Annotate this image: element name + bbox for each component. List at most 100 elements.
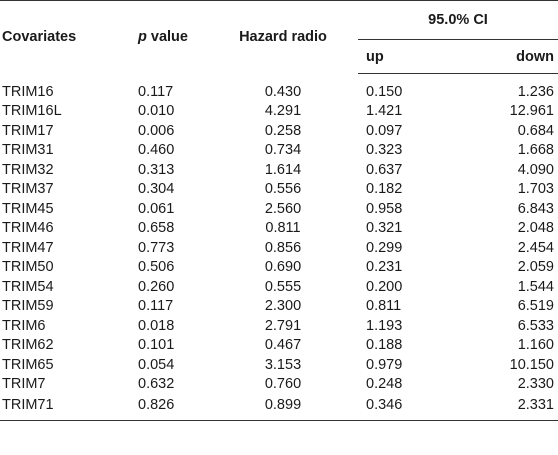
cell-ci-up: 0.231 xyxy=(366,259,403,276)
cell-covariate: TRIM6 xyxy=(2,317,46,334)
cell-ci-up: 1.193 xyxy=(366,317,403,334)
cell-hazard-ratio: 0.555 xyxy=(264,278,302,295)
cell-p-value: 0.304 xyxy=(138,181,175,198)
cell-covariate: TRIM32 xyxy=(2,161,54,178)
cell-ci-down: 4.090 xyxy=(517,161,554,178)
table-row: TRIM62 0.101 0.467 0.188 1.160 xyxy=(0,336,558,356)
table-header: Covariates p value Hazard radio 95.0% CI… xyxy=(0,0,558,74)
table-row: TRIM71 0.826 0.899 0.346 2.331 xyxy=(0,394,558,421)
table-body: TRIM16 0.117 0.430 0.150 1.236 TRIM16L 0.010 4.… xyxy=(0,74,558,421)
cell-hazard-ratio: 2.300 xyxy=(264,298,302,315)
table-row: TRIM16 0.117 0.430 0.150 1.236 xyxy=(0,82,558,102)
cell-ci-down: 1.544 xyxy=(517,278,554,295)
cell-ci-up: 0.097 xyxy=(366,122,403,139)
header-p-italic: p xyxy=(138,29,147,46)
cell-hazard-ratio: 1.614 xyxy=(264,161,302,178)
cell-p-value: 0.117 xyxy=(138,298,174,315)
cell-p-value: 0.101 xyxy=(138,337,175,354)
cell-ci-down: 6.533 xyxy=(517,317,554,334)
cell-covariate: TRIM45 xyxy=(2,200,54,217)
header-ci-down: down xyxy=(458,39,558,74)
cell-ci-down: 1.160 xyxy=(517,337,554,354)
header-row-top: Covariates p value Hazard radio 95.0% CI xyxy=(0,0,558,74)
cell-p-value: 0.010 xyxy=(138,103,175,120)
header-ci-up: up xyxy=(358,39,458,74)
cell-ci-down: 2.059 xyxy=(517,259,554,276)
header-confidence-interval: 95.0% CI xyxy=(358,0,558,40)
cell-covariate: TRIM71 xyxy=(0,394,108,421)
table-row: TRIM45 0.061 2.560 0.958 6.843 xyxy=(0,199,558,219)
cell-p-value: 0.313 xyxy=(138,161,175,178)
cell-covariate: TRIM47 xyxy=(2,239,54,256)
cell-ci-down: 2.454 xyxy=(517,239,554,256)
cell-p-value: 0.006 xyxy=(138,122,175,139)
cell-p-value: 0.061 xyxy=(138,200,175,217)
cell-ci-down: 6.519 xyxy=(517,298,554,315)
spacer-cell xyxy=(0,74,558,83)
cell-ci-down: 2.330 xyxy=(517,376,554,393)
cell-ci-down: 1.668 xyxy=(517,142,554,159)
cell-p-value: 0.018 xyxy=(138,317,175,334)
cell-ci-up: 0.299 xyxy=(366,239,403,256)
table-row: TRIM59 0.117 2.300 0.811 6.519 xyxy=(0,297,558,317)
cell-ci-up: 0.979 xyxy=(366,356,403,373)
cell-hazard-ratio: 0.467 xyxy=(264,337,302,354)
cell-covariate: TRIM46 xyxy=(2,220,54,237)
cox-regression-table: Covariates p value Hazard radio 95.0% CI… xyxy=(0,0,558,421)
cell-p-value: 0.773 xyxy=(138,239,175,256)
cell-hazard-ratio: 0.899 xyxy=(208,394,358,421)
cell-ci-up: 0.323 xyxy=(366,142,403,159)
cell-hazard-ratio: 0.811 xyxy=(265,220,301,237)
cell-hazard-ratio: 3.153 xyxy=(264,356,302,373)
table-row: TRIM46 0.658 0.811 0.321 2.048 xyxy=(0,219,558,239)
header-p-value: p value xyxy=(108,0,208,74)
cell-ci-up: 0.637 xyxy=(366,161,403,178)
cell-ci-down: 6.843 xyxy=(517,200,554,217)
header-covariates: Covariates xyxy=(0,0,108,74)
table-row: TRIM16L 0.010 4.291 1.421 12.961 xyxy=(0,102,558,122)
table-row: TRIM31 0.460 0.734 0.323 1.668 xyxy=(0,141,558,161)
cell-ci-up: 0.248 xyxy=(366,376,403,393)
table-row: TRIM50 0.506 0.690 0.231 2.059 xyxy=(0,258,558,278)
cell-ci-down: 1.236 xyxy=(517,83,554,100)
cell-hazard-ratio: 0.690 xyxy=(264,259,302,276)
cell-p-value: 0.054 xyxy=(138,356,175,373)
cell-ci-up: 0.346 xyxy=(358,394,458,421)
cell-p-value: 0.117 xyxy=(138,83,174,100)
cell-hazard-ratio: 2.560 xyxy=(264,200,302,217)
header-p-rest: value xyxy=(146,29,188,46)
cell-hazard-ratio: 0.556 xyxy=(264,181,302,198)
cell-ci-up: 0.150 xyxy=(366,83,403,100)
cell-covariate: TRIM50 xyxy=(2,259,54,276)
cell-covariate: TRIM16L xyxy=(2,103,62,120)
cell-ci-down: 2.048 xyxy=(517,220,554,237)
cell-ci-up: 0.188 xyxy=(366,337,403,354)
table-row: TRIM65 0.054 3.153 0.979 10.150 xyxy=(0,355,558,375)
cell-ci-up: 1.421 xyxy=(366,103,403,120)
cell-covariate: TRIM54 xyxy=(2,278,54,295)
table-row: TRIM47 0.773 0.856 0.299 2.454 xyxy=(0,238,558,258)
cell-p-value: 0.260 xyxy=(138,278,175,295)
cell-hazard-ratio: 0.856 xyxy=(264,239,302,256)
cell-ci-down: 12.961 xyxy=(509,103,554,120)
cell-p-value: 0.506 xyxy=(138,259,175,276)
cell-p-value: 0.658 xyxy=(138,220,175,237)
cell-covariate: TRIM37 xyxy=(2,181,54,198)
cell-hazard-ratio: 0.760 xyxy=(264,376,302,393)
cell-p-value: 0.632 xyxy=(138,376,175,393)
table-row: TRIM17 0.006 0.258 0.097 0.684 xyxy=(0,121,558,141)
table-row: TRIM6 0.018 2.791 1.193 6.533 xyxy=(0,316,558,336)
cell-ci-up: 0.200 xyxy=(366,278,403,295)
cell-p-value: 0.460 xyxy=(138,142,175,159)
cell-covariate: TRIM16 xyxy=(2,83,54,100)
cell-hazard-ratio: 0.734 xyxy=(264,142,302,159)
cell-ci-up: 0.811 xyxy=(366,298,402,315)
cell-ci-up: 0.958 xyxy=(366,200,403,217)
cell-hazard-ratio: 2.791 xyxy=(264,317,302,334)
table-row: TRIM37 0.304 0.556 0.182 1.703 xyxy=(0,180,558,200)
cell-covariate: TRIM59 xyxy=(2,298,54,315)
header-hazard-ratio: Hazard radio xyxy=(208,0,358,74)
cell-ci-down: 2.331 xyxy=(458,394,558,421)
cell-covariate: TRIM17 xyxy=(2,122,54,139)
